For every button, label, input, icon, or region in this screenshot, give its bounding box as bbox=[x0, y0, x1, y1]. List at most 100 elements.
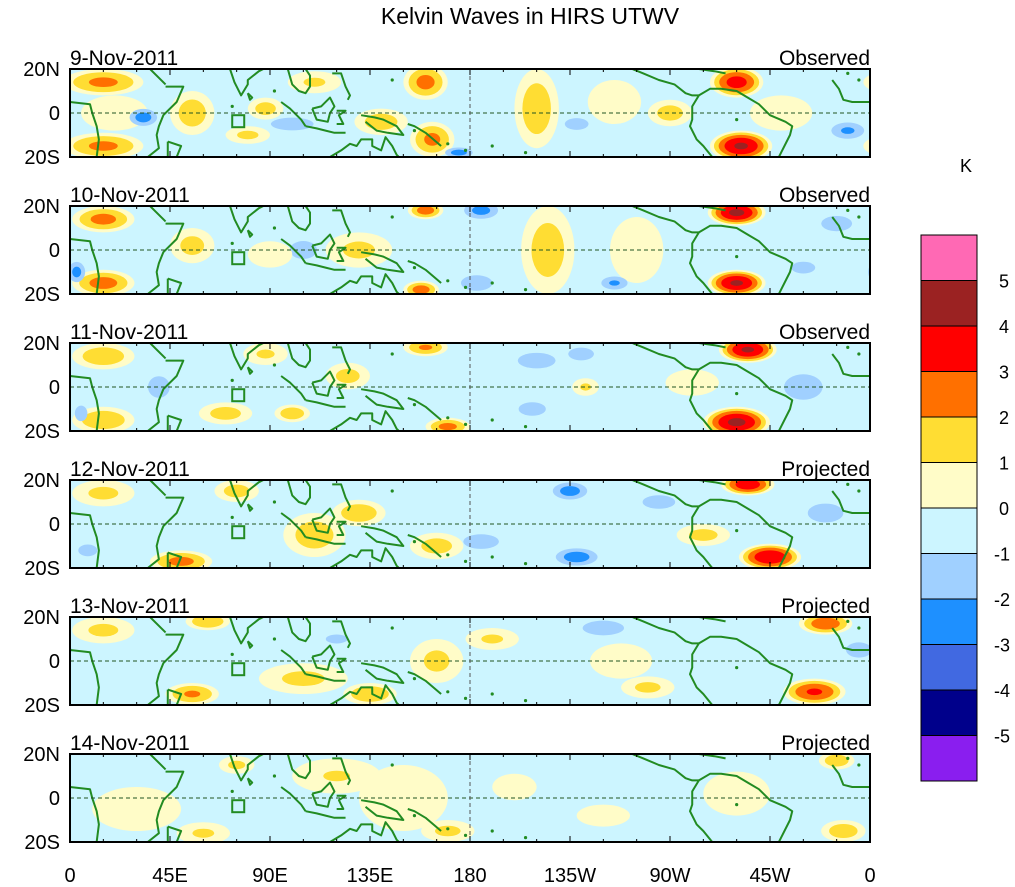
lon-tick-label: 0 bbox=[864, 865, 875, 887]
contour-fill bbox=[256, 349, 275, 359]
positive-anomaly bbox=[176, 822, 1014, 842]
positive-anomaly bbox=[576, 804, 630, 827]
contour-fill bbox=[78, 544, 98, 557]
negative-anomaly bbox=[601, 276, 628, 290]
contour-fill bbox=[325, 634, 348, 644]
contour-fill bbox=[82, 347, 125, 366]
contour-fill bbox=[872, 206, 934, 232]
contour-fill bbox=[582, 620, 625, 636]
contour-fill bbox=[879, 273, 927, 293]
negative-anomaly bbox=[568, 347, 594, 361]
contour-fill bbox=[564, 118, 589, 130]
region-box bbox=[231, 114, 246, 129]
region-box bbox=[231, 662, 246, 677]
map-panel: 13-Nov-2011 Projected 20N 0 20S bbox=[23, 595, 871, 717]
lat-tick-label: 0 bbox=[49, 240, 60, 262]
lon-tick-label: 45W bbox=[749, 865, 790, 887]
colorbar-swatch bbox=[920, 462, 978, 509]
colorbar-label: 1 bbox=[999, 454, 1009, 474]
colorbar-swatch bbox=[920, 644, 978, 691]
contour-fill bbox=[434, 825, 461, 837]
contour-fill bbox=[568, 347, 594, 361]
panel-status: Observed bbox=[779, 184, 870, 207]
negative-anomaly bbox=[463, 534, 499, 549]
contour-fill bbox=[657, 105, 683, 121]
negative-anomaly bbox=[460, 275, 493, 291]
contour-fill bbox=[228, 760, 246, 770]
contour-fill bbox=[873, 72, 933, 92]
positive-anomaly bbox=[403, 69, 448, 100]
lat-tick-label: 20N bbox=[23, 333, 60, 355]
contour-fill bbox=[992, 829, 1014, 838]
contour-fill bbox=[72, 266, 82, 278]
panel-date: 9-Nov-2011 bbox=[70, 47, 178, 70]
contour-fill bbox=[892, 787, 981, 831]
positive-anomaly bbox=[425, 417, 470, 431]
positive-anomaly bbox=[410, 532, 464, 560]
contour-fill bbox=[729, 209, 745, 217]
contour-fill bbox=[807, 503, 844, 523]
region-box bbox=[231, 525, 246, 540]
colorbar-swatch bbox=[920, 507, 978, 554]
positive-anomaly bbox=[492, 773, 537, 801]
contour-fill bbox=[412, 285, 430, 294]
negative-anomaly bbox=[642, 495, 676, 509]
contour-fill bbox=[8, 504, 44, 523]
contour-fill bbox=[703, 771, 771, 816]
coastlines bbox=[70, 617, 870, 705]
contour-fill bbox=[255, 102, 276, 115]
contour-fill bbox=[522, 83, 551, 135]
contour-fill bbox=[642, 495, 676, 509]
contour-fill bbox=[417, 206, 435, 215]
panel-date: 13-Nov-2011 bbox=[70, 595, 190, 618]
colorbar-label: -1 bbox=[994, 545, 1010, 565]
positive-anomaly bbox=[70, 132, 870, 157]
lat-tick-label: 20S bbox=[24, 558, 60, 580]
lat-tick-label: 0 bbox=[49, 377, 60, 399]
colorbar-label: 3 bbox=[999, 363, 1009, 383]
positive-anomaly bbox=[72, 206, 934, 233]
lon-tick-label: 135W bbox=[544, 865, 596, 887]
contour-fill bbox=[472, 206, 491, 215]
contour-fill bbox=[0, 374, 23, 399]
colorbar-swatch bbox=[920, 416, 978, 463]
positive-anomaly bbox=[610, 217, 664, 283]
positive-anomaly bbox=[225, 126, 270, 144]
contour-fill bbox=[841, 127, 855, 134]
contour-fill bbox=[727, 418, 746, 427]
contour-fill bbox=[88, 486, 119, 500]
contour-fill bbox=[590, 643, 653, 679]
coastlines bbox=[70, 69, 870, 157]
positive-anomaly bbox=[821, 820, 866, 842]
positive-anomaly bbox=[707, 206, 766, 226]
contour-fill bbox=[730, 280, 743, 286]
positive-anomaly bbox=[783, 678, 846, 705]
contour-fill bbox=[891, 214, 916, 225]
contour-fill bbox=[829, 823, 858, 839]
negative-anomaly bbox=[0, 374, 823, 400]
panel-status: Observed bbox=[779, 321, 870, 344]
contour-fill bbox=[237, 130, 259, 140]
contour-fill bbox=[492, 773, 537, 801]
contour-fill bbox=[323, 770, 351, 782]
contour-fill bbox=[0, 95, 12, 130]
positive-anomaly bbox=[590, 643, 653, 679]
lon-tick-label: 90W bbox=[649, 865, 690, 887]
contour-fill bbox=[930, 109, 958, 126]
contour-fill bbox=[192, 617, 224, 628]
positive-anomaly bbox=[721, 480, 775, 496]
contour-fill bbox=[463, 534, 499, 549]
coastlines bbox=[70, 206, 870, 294]
panel-status: Projected bbox=[781, 732, 870, 755]
contour-fill bbox=[223, 484, 250, 498]
lat-tick-label: 20S bbox=[24, 147, 60, 169]
contour-fill bbox=[580, 383, 591, 391]
contour-fill bbox=[882, 411, 925, 429]
positive-anomaly bbox=[621, 676, 675, 699]
positive-anomaly bbox=[703, 406, 770, 431]
contour-fill bbox=[735, 480, 761, 490]
panel-date: 12-Nov-2011 bbox=[70, 458, 190, 481]
colorbar-label: 5 bbox=[999, 272, 1009, 292]
positive-anomaly bbox=[274, 404, 310, 423]
contour-fill bbox=[280, 407, 305, 420]
